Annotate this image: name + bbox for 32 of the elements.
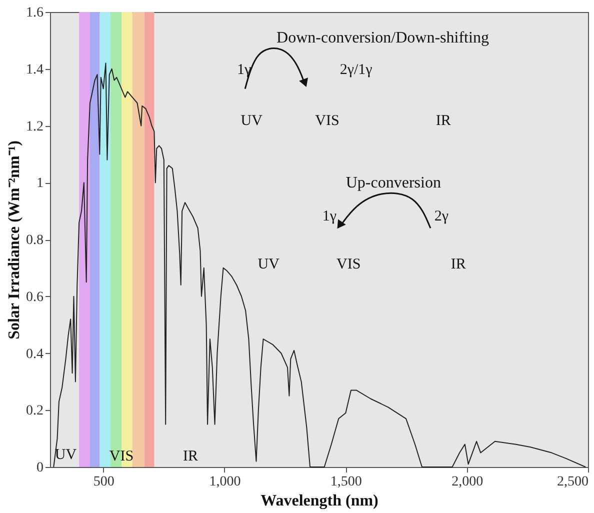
annotation: Down-conversion/Down-shifting [276,30,489,47]
y-tick-label: 1.6 [26,6,44,20]
x-tick-label: 1,500 [330,474,362,490]
y-tick-label: 0.4 [26,346,44,362]
line-series [53,62,586,468]
annotation: 2γ [434,208,449,224]
x-tick-label: 1,000 [209,474,241,490]
annotation: 1γ [237,62,252,78]
y-tick-label: 1.4 [26,62,44,78]
annotation: UV [54,447,77,464]
x-tick-label: 2,000 [452,474,484,490]
y-tick-label: 0 [36,460,44,476]
x-axis-title: Wavelength (nm) [260,492,378,510]
annotation: VIS [336,256,361,273]
annotation: UV [258,256,280,273]
x-tick-label: 2,500 [557,474,588,490]
annotation: UV [240,113,263,130]
annotation: Up-conversion [346,174,441,192]
x-tick-label: 500 [93,474,114,490]
annotation: VIS [109,448,134,465]
y-tick-label: 1.2 [26,119,44,134]
annotation: IR [450,256,466,273]
y-axis-title: Solar Irradiance (Wm⁻²nm⁻¹) [6,140,23,340]
y-tick-label: 0.8 [26,233,44,248]
annotation: IR [183,448,198,465]
annotation: VIS [315,113,340,130]
annotation: 1γ [322,208,337,224]
y-tick-label: 0.2 [26,404,44,419]
y-tick-label: 0.6 [26,290,44,305]
annotation: IR [436,113,451,130]
y-tick-label: 1 [36,176,44,192]
annotation: 2γ/1γ [340,62,373,78]
